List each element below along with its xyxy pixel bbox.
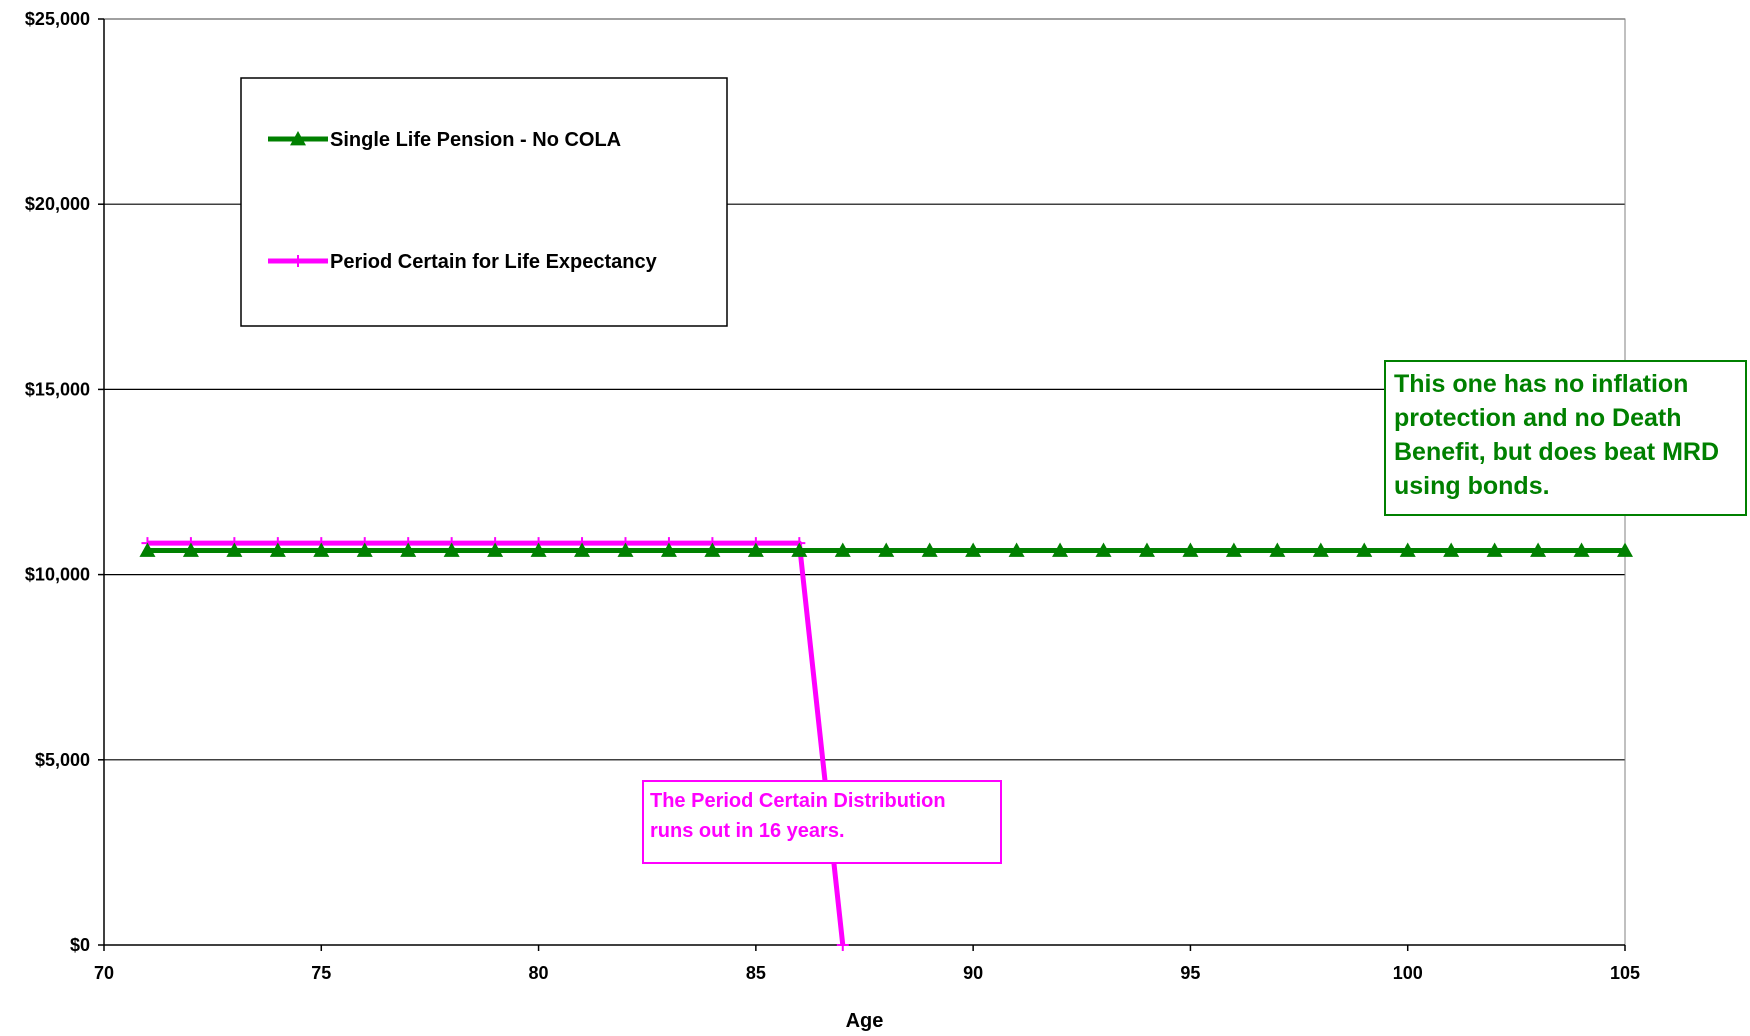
data-point: [1052, 542, 1069, 557]
legend-box: [240, 77, 728, 327]
data-point: [836, 939, 849, 951]
data-point: [921, 542, 938, 557]
x-tick-labels: 70 75 80 85 90 95 100 105: [94, 963, 1640, 983]
x-tick-label: 100: [1393, 963, 1423, 983]
x-tick-label: 105: [1610, 963, 1640, 983]
data-point: [443, 542, 460, 557]
data-point: [878, 542, 895, 557]
data-point: [1573, 542, 1590, 557]
data-point: [1530, 542, 1547, 557]
y-tick-label: $20,000: [25, 194, 90, 214]
series-single-life: [139, 542, 1633, 557]
x-tick-label: 95: [1180, 963, 1200, 983]
data-point: [1617, 542, 1633, 557]
data-point: [530, 542, 547, 557]
y-tick-labels: $0 $5,000 $10,000 $15,000 $20,000 $25,000: [25, 9, 90, 955]
y-tick-label: $25,000: [25, 9, 90, 29]
data-point: [1399, 542, 1416, 557]
data-point: [1225, 542, 1242, 557]
legend-key-single-life: [268, 131, 328, 146]
x-tick-label: 75: [311, 963, 331, 983]
data-point: [574, 542, 591, 557]
series-line: [147, 540, 846, 946]
x-axis-title: Age: [846, 1010, 884, 1032]
axes: [98, 18, 1626, 951]
data-point: [834, 542, 851, 557]
data-point: [660, 542, 677, 557]
x-tick-label: 70: [94, 963, 114, 983]
annotation-no-inflation: This one has no inflation protection and…: [1384, 360, 1747, 516]
data-point: [704, 542, 721, 557]
data-point: [617, 542, 634, 557]
data-point: [1312, 542, 1329, 557]
series-layer: [139, 537, 1633, 951]
series-period-certain: [141, 537, 849, 951]
data-point: [487, 542, 504, 557]
legend-label-period-certain: Period Certain for Life Expectancy: [330, 251, 658, 273]
data-point: [1443, 542, 1460, 557]
data-point: [356, 542, 373, 557]
data-point: [1486, 542, 1503, 557]
y-tick-label: $0: [70, 935, 90, 955]
data-point: [139, 542, 156, 557]
data-point: [1095, 542, 1112, 557]
x-tick-label: 85: [746, 963, 766, 983]
data-point: [400, 542, 417, 557]
data-point: [1182, 542, 1199, 557]
data-point: [747, 542, 764, 557]
data-point: [1008, 542, 1025, 557]
data-point: [226, 542, 243, 557]
data-point: [1269, 542, 1286, 557]
data-point: [791, 542, 808, 557]
y-tick-label: $10,000: [25, 565, 90, 585]
data-point: [1356, 542, 1373, 557]
data-point: [269, 542, 286, 557]
data-point: [313, 542, 330, 557]
y-tick-label: $5,000: [35, 750, 90, 770]
x-tick-label: 90: [963, 963, 983, 983]
legend-key-period-certain: [268, 255, 328, 267]
legend-marker: [290, 131, 306, 146]
data-point: [182, 542, 199, 557]
x-tick-label: 80: [529, 963, 549, 983]
data-point: [1138, 542, 1155, 557]
data-point: [965, 542, 982, 557]
annotation-period-certain: The Period Certain Distribution runs out…: [642, 780, 1002, 864]
y-tick-label: $15,000: [25, 379, 90, 399]
legend-label-single-life: Single Life Pension - No COLA: [330, 129, 621, 151]
legend: Single Life Pension - No COLA Period Cer…: [240, 77, 728, 327]
